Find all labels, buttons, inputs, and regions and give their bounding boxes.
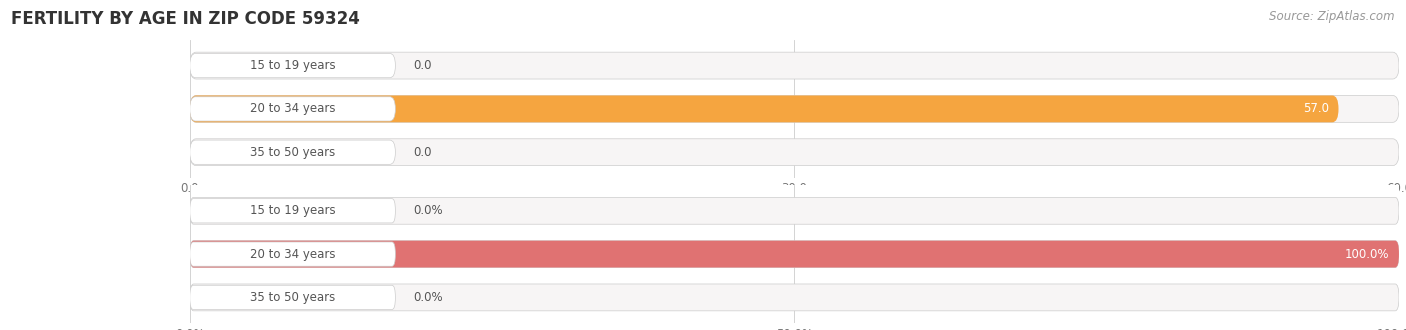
- FancyBboxPatch shape: [190, 95, 1339, 122]
- Text: 57.0: 57.0: [1303, 102, 1329, 115]
- FancyBboxPatch shape: [190, 284, 1399, 311]
- FancyBboxPatch shape: [190, 97, 395, 121]
- FancyBboxPatch shape: [190, 199, 395, 223]
- Text: 0.0%: 0.0%: [413, 204, 443, 217]
- Text: 20 to 34 years: 20 to 34 years: [250, 248, 336, 261]
- Text: 35 to 50 years: 35 to 50 years: [250, 291, 335, 304]
- FancyBboxPatch shape: [190, 197, 1399, 224]
- Text: 35 to 50 years: 35 to 50 years: [250, 146, 335, 159]
- FancyBboxPatch shape: [190, 140, 395, 164]
- FancyBboxPatch shape: [190, 52, 1399, 79]
- Text: 20 to 34 years: 20 to 34 years: [250, 102, 336, 115]
- Text: 0.0: 0.0: [413, 146, 432, 159]
- Text: 0.0: 0.0: [413, 59, 432, 72]
- FancyBboxPatch shape: [190, 242, 395, 266]
- FancyBboxPatch shape: [190, 95, 1399, 122]
- Text: 15 to 19 years: 15 to 19 years: [250, 204, 336, 217]
- Text: FERTILITY BY AGE IN ZIP CODE 59324: FERTILITY BY AGE IN ZIP CODE 59324: [11, 10, 360, 28]
- Text: 100.0%: 100.0%: [1344, 248, 1389, 261]
- Text: Source: ZipAtlas.com: Source: ZipAtlas.com: [1270, 10, 1395, 23]
- FancyBboxPatch shape: [190, 241, 1399, 268]
- FancyBboxPatch shape: [190, 285, 395, 310]
- FancyBboxPatch shape: [190, 241, 1399, 268]
- FancyBboxPatch shape: [190, 53, 395, 78]
- FancyBboxPatch shape: [190, 139, 1399, 166]
- Text: 0.0%: 0.0%: [413, 291, 443, 304]
- Text: 15 to 19 years: 15 to 19 years: [250, 59, 336, 72]
